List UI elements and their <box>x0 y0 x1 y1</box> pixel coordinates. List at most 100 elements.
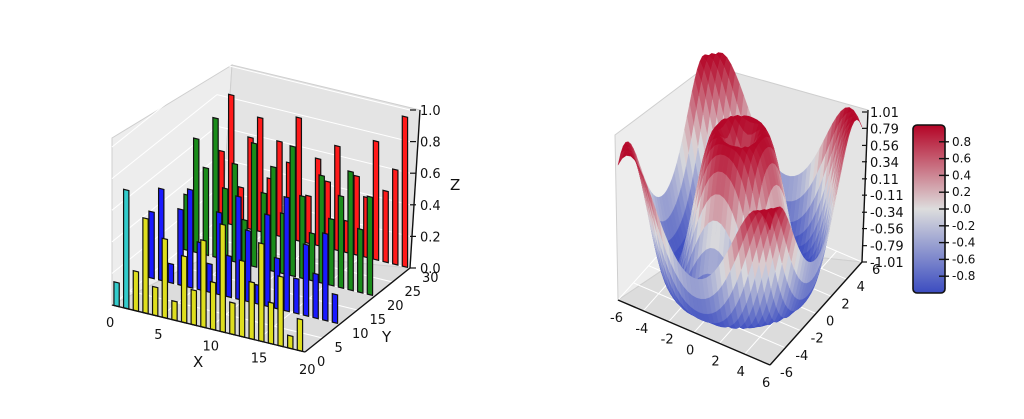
bar3d-bar <box>219 223 226 334</box>
bar3d-bar <box>264 213 271 308</box>
bar3d-bar <box>192 137 200 254</box>
surface-y-tick-label: -2 <box>811 332 824 347</box>
bar3d-x-axis-line <box>111 304 306 353</box>
bar3d-bar <box>312 272 319 320</box>
bar3d-back-grid <box>216 62 411 111</box>
bar3d-bar <box>132 269 140 313</box>
bar3d-bar <box>122 188 130 310</box>
bar3d-z-axis-line <box>409 109 421 269</box>
bar3d-bar <box>277 275 284 348</box>
surface-x-ticks: -6 -4 -2 0 2 4 6 <box>610 311 770 391</box>
bar3d-bar <box>357 227 364 294</box>
colorbar-tick-label: -0.2 <box>952 219 975 233</box>
bar3d-x-label: X <box>193 353 203 371</box>
bar3d-back-grid <box>216 94 411 143</box>
colorbar-tick-label: 0.6 <box>952 152 971 166</box>
surface-y-tick-label: 0 <box>826 315 834 330</box>
bar3d-side-grid <box>111 157 218 243</box>
bar3d-bar <box>186 188 194 289</box>
bar3d-side-grid <box>111 94 218 179</box>
colorbar: 0.8 0.6 0.4 0.2 0.0 -0.2 -0.4 -0.6 -0.8 <box>912 124 975 294</box>
bar3d-z-tick-label: 0.0 <box>420 262 441 277</box>
surface-x-tick-label: -2 <box>661 333 674 348</box>
bar3d-bar <box>225 254 233 299</box>
surface-x-tick-label: 2 <box>711 354 719 369</box>
bar3d-bars <box>113 93 409 353</box>
bar3d-bar <box>180 254 188 324</box>
surface-z-tick-label: -0.34 <box>870 206 904 221</box>
bar3d-bar <box>366 195 374 297</box>
bar3d-bar <box>142 216 149 315</box>
surface-y-tick-label: -6 <box>780 366 793 381</box>
surface-z-tick-label: -0.79 <box>870 240 904 255</box>
surface-x-axis-line <box>617 299 771 366</box>
surface-x-tick-label: 6 <box>762 376 770 391</box>
bar3d-bar <box>209 280 217 332</box>
bar3d-y-tick-label: 10 <box>352 327 369 342</box>
bar3d-y-tick-label: 25 <box>405 285 422 300</box>
bar3d-bar <box>248 280 255 341</box>
surface-z-tick-label: 0.79 <box>870 122 899 137</box>
bar3d-z-tick-label: 0.4 <box>420 199 441 214</box>
bar3d-x-tick-label: 5 <box>154 328 162 343</box>
surface-y-tick-label: 6 <box>872 263 880 278</box>
bar3d-bar <box>337 194 345 290</box>
bar3d-y-tick-label: 30 <box>422 271 439 286</box>
bar3d-bar <box>113 281 120 308</box>
bar3d-bar <box>151 285 159 317</box>
bar3d-bar <box>229 301 236 336</box>
bar3d-bar <box>296 317 304 353</box>
bar3d-z-tick-label: 0.8 <box>420 136 441 151</box>
surface-z-tick-label: -0.56 <box>870 223 904 238</box>
bar3d-bar <box>250 141 258 268</box>
surface-z-ticks: 1.010.79 0.56 0.34 0.11-0.11 -0.34 -0.56 -0.79… <box>862 106 904 271</box>
bar3d-x-tick-label: 20 <box>299 363 316 378</box>
surface-x-tick-label: 0 <box>686 344 694 359</box>
bar3d-bar <box>267 301 275 346</box>
colorbar-tick-label: -0.4 <box>952 236 975 250</box>
surface-z-tick-label: 1.01 <box>870 106 899 121</box>
bar3d-y-tick-label: 5 <box>335 341 343 356</box>
bar3d-z-label: Z <box>450 176 460 194</box>
bar3d-bar <box>202 166 210 257</box>
bar3d-bar <box>331 292 339 325</box>
surface-x-tick-label: -6 <box>610 311 623 326</box>
bar3d-x-tick-label: 0 <box>106 316 114 331</box>
bar3d-bar <box>293 277 300 315</box>
surface-z-tick-label: -0.11 <box>870 189 904 204</box>
surface-z-axis-line <box>861 109 869 263</box>
bar3d-z-ticks: 0.0 0.2 0.4 0.6 0.8 1.0 <box>410 104 441 277</box>
bar3d-x-ticks: 0 5 10 15 20 <box>106 316 316 378</box>
surface-mesh <box>617 52 863 330</box>
bar3d-y-label: Y <box>381 328 392 346</box>
surface-x-tick-label: -4 <box>635 322 648 337</box>
bar3d-bar <box>190 288 198 327</box>
bar3d-bar <box>200 238 207 329</box>
bar3d-bar <box>322 232 329 322</box>
bar3d-bar <box>167 262 175 285</box>
bar3d-bar <box>148 210 155 280</box>
surface-z-tick-label: 0.11 <box>870 173 899 188</box>
colorbar-tick-label: 0.0 <box>952 202 971 216</box>
bar3d-bar <box>289 144 296 278</box>
surface-z-tick-label: 0.56 <box>870 139 899 154</box>
bar3d-bar <box>287 334 294 350</box>
bar3d-side-grid <box>111 125 218 211</box>
bar3d-bar <box>382 189 389 264</box>
bar3d-bar <box>161 237 169 320</box>
bar3d-z-tick-label: 1.0 <box>420 104 441 119</box>
surface-z-tick-label: 0.34 <box>870 156 899 171</box>
colorbar-ticks: 0.8 0.6 0.4 0.2 0.0 -0.2 -0.4 -0.6 -0.8 <box>939 135 975 283</box>
colorbar-tick-label: 0.2 <box>952 185 971 199</box>
bar3d-y-tick-label: 15 <box>370 313 387 328</box>
bar3d-y-tick-label: 20 <box>387 299 404 314</box>
surface-y-tick-label: 4 <box>857 280 865 295</box>
colorbar-tick-label: 0.8 <box>952 135 971 149</box>
bar3d-bar <box>392 168 399 266</box>
surface-x-tick-label: 4 <box>737 365 745 380</box>
bar3d-bar <box>171 299 178 322</box>
bar3d-bar <box>283 195 290 313</box>
